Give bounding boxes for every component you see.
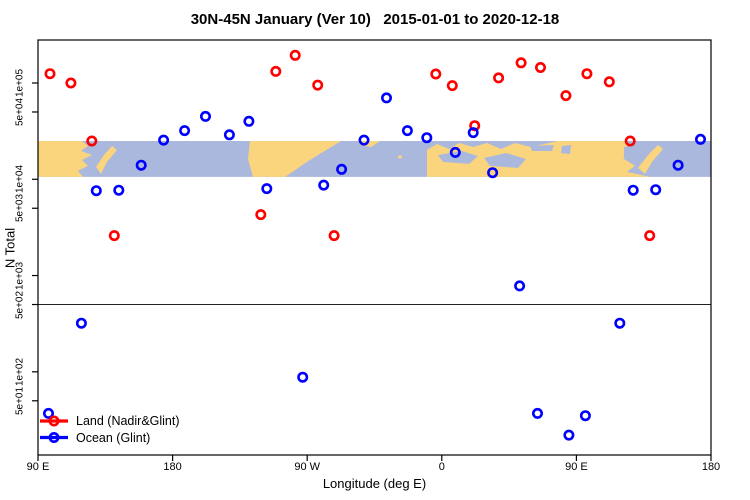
x-tick-label: 180 <box>163 461 182 473</box>
y-tick-label: 5e+02 <box>14 290 26 319</box>
map-sea-of-japan <box>624 143 644 165</box>
data-point-ocean <box>694 133 706 145</box>
data-point-land <box>430 68 442 80</box>
plot-title: 30N-45N January (Ver 10) 2015-01-01 to 2… <box>190 11 560 28</box>
data-point-land <box>446 80 458 92</box>
data-point-ocean <box>113 184 125 196</box>
data-point-land <box>255 209 267 221</box>
y-tick-label: 5e+04 <box>14 97 26 127</box>
legend-marker-ocean <box>48 431 60 443</box>
data-point-ocean <box>318 179 330 191</box>
plot-box <box>37 39 712 456</box>
data-point-ocean <box>336 163 348 175</box>
y-tick-label: 5e+03 <box>14 194 26 223</box>
data-point-ocean <box>358 134 370 146</box>
legend-entry-ocean: Ocean (Glint) <box>76 430 151 445</box>
data-point-land <box>493 72 505 84</box>
data-point-land <box>65 77 77 89</box>
map-sea-med-west <box>438 150 478 164</box>
y-tick-label: 1e+02 <box>14 357 26 386</box>
data-point-land <box>270 65 282 77</box>
data-point-land <box>289 49 301 61</box>
data-point-land <box>534 61 546 73</box>
map-land-japan-left <box>96 145 117 174</box>
data-point-land <box>312 79 324 91</box>
data-point-ocean <box>179 125 191 137</box>
map-land-eurasia-africa <box>427 140 650 177</box>
map-land-japan-right <box>638 144 663 174</box>
data-point-ocean <box>514 280 526 292</box>
data-point-ocean <box>449 146 461 158</box>
y-tick-label: 5e+01 <box>14 386 26 415</box>
data-point-ocean <box>75 317 87 329</box>
data-point-ocean <box>579 410 591 422</box>
map-land-north-america <box>248 140 341 177</box>
x-tick-label: 0 <box>438 461 445 473</box>
data-point-ocean <box>90 185 102 197</box>
data-point-land <box>581 68 593 80</box>
data-point-land <box>624 135 636 147</box>
x-axis-label: Longitude (deg E) <box>322 476 427 491</box>
map-sea-med-east <box>484 152 526 168</box>
data-point-ocean <box>297 371 309 383</box>
data-point-ocean <box>487 167 499 179</box>
x-tick-label: 90 E <box>26 461 50 473</box>
data-point-ocean <box>200 110 212 122</box>
x-tick-label: 180 <box>701 461 721 473</box>
data-point-land <box>644 230 656 242</box>
data-point-ocean <box>42 407 54 419</box>
y-tick-label: 1e+03 <box>14 261 26 290</box>
legend-entry-land: Land (Nadir&Glint) <box>76 414 180 428</box>
data-point-land <box>86 135 98 147</box>
map-sea-black <box>530 144 554 151</box>
x-tick-label: 90 E <box>565 461 588 473</box>
data-point-ocean <box>223 129 235 141</box>
map-land-azores <box>398 155 402 159</box>
data-point-land <box>515 57 527 69</box>
data-point-ocean <box>401 125 413 137</box>
data-point-ocean <box>614 317 626 329</box>
data-point-ocean <box>243 115 255 127</box>
x-tick-label: 90 W <box>294 461 321 473</box>
data-point-land <box>44 68 56 80</box>
data-point-ocean <box>380 92 392 104</box>
legend-marker-land <box>48 415 60 427</box>
data-point-land <box>328 230 340 242</box>
data-point-ocean <box>158 134 170 146</box>
data-point-land <box>603 76 615 88</box>
data-point-ocean <box>650 184 662 196</box>
data-point-ocean <box>135 159 147 171</box>
data-point-ocean <box>531 407 543 419</box>
y-tick-label: 1e+05 <box>14 68 26 98</box>
data-point-ocean <box>672 159 684 171</box>
map-band <box>38 140 711 177</box>
y-tick-label: 1e+04 <box>14 165 26 194</box>
data-point-ocean <box>467 127 479 139</box>
map-sea-caspian <box>561 144 571 154</box>
data-point-ocean <box>627 184 639 196</box>
data-point-land <box>108 230 120 242</box>
map-land-asia-east <box>38 140 92 177</box>
data-point-ocean <box>563 429 575 441</box>
data-point-land <box>560 90 572 102</box>
data-point-ocean <box>261 183 273 195</box>
data-point-ocean <box>421 132 433 144</box>
